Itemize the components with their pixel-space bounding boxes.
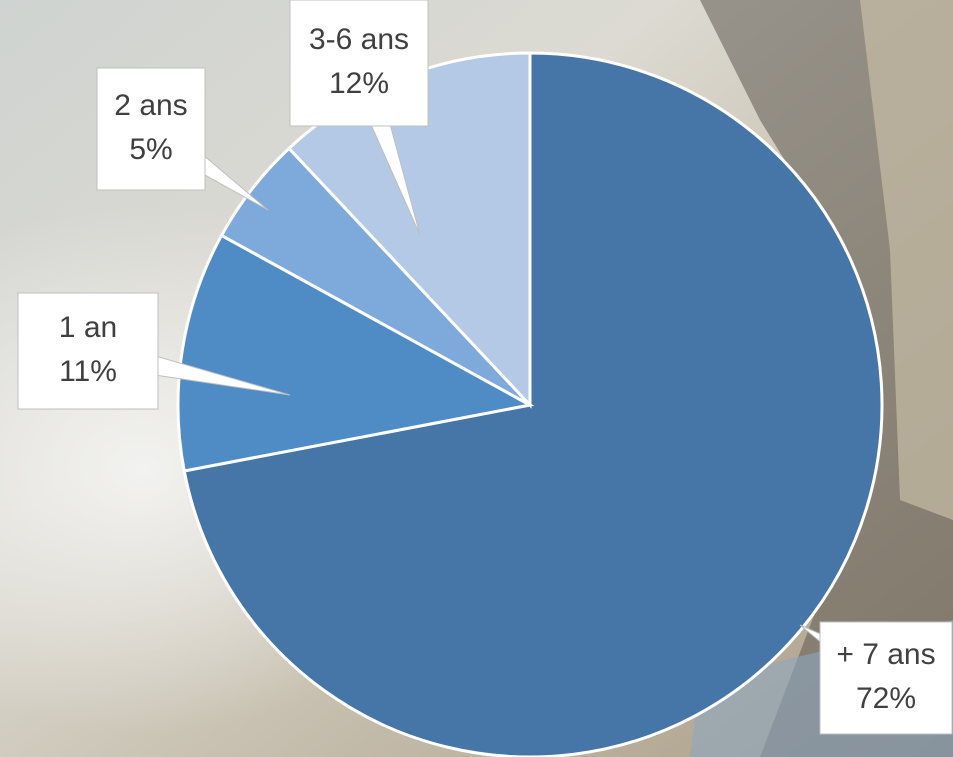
label-value: 5%: [129, 133, 172, 166]
label-value: 72%: [856, 682, 916, 715]
label-category: 1 an: [59, 311, 117, 344]
label-category: 2 ans: [114, 89, 187, 122]
pie: [176, 51, 884, 757]
label-box: [289, 0, 429, 127]
label-box: [17, 292, 159, 410]
pie-slice: [176, 233, 535, 473]
label-category: 3-6 ans: [309, 23, 409, 56]
label-value: 12%: [329, 67, 389, 100]
label-value: 11%: [59, 355, 117, 388]
label-category: + 7 ans: [836, 638, 935, 671]
label-box: [96, 67, 206, 191]
label-box: [819, 621, 953, 735]
data-labels: + 7 ans 72% 1 an 11% 2 ans 5% 3-6 ans 12%: [17, 0, 953, 735]
